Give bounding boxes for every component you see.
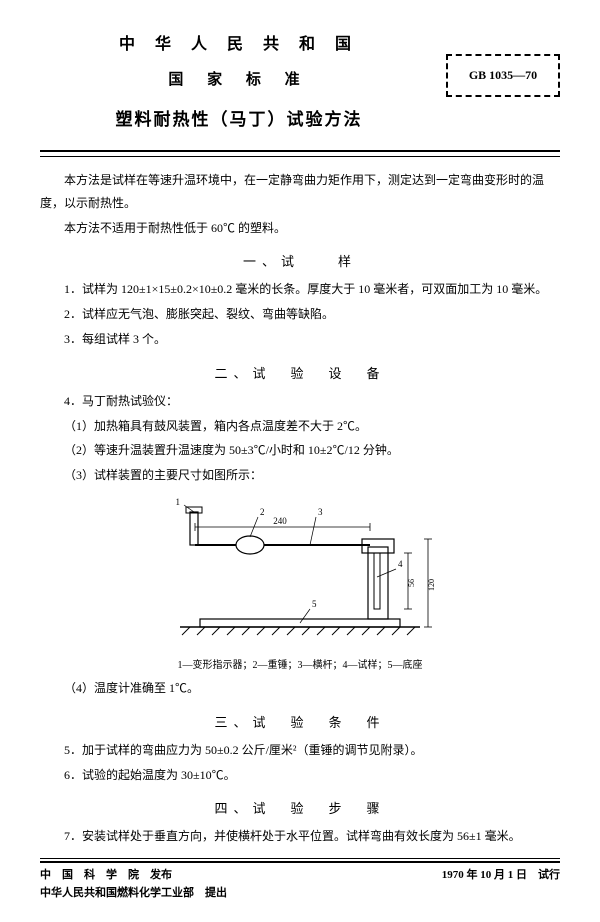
- standard-code: GB 1035—70: [469, 68, 537, 82]
- label-4: 4: [398, 559, 403, 569]
- section-3-head: 三、试 验 条 件: [40, 712, 560, 731]
- label-2: 2: [260, 507, 265, 517]
- main-title: 塑料耐热性（马丁）试验方法: [40, 105, 438, 130]
- apparatus-diagram: 240 56 120 1 2 3 4 5: [140, 497, 460, 647]
- item-3: 3．每组试样 3 个。: [40, 328, 560, 351]
- item-6: 6．试验的起始温度为 30±10℃。: [40, 764, 560, 787]
- item-2: 2．试样应无气泡、膨胀突起、裂纹、弯曲等缺陷。: [40, 303, 560, 326]
- item-5: 5．加于试样的弯曲应力为 50±0.2 公斤/厘米²（重锤的调节见附录）。: [40, 739, 560, 762]
- footer-right: 1970 年 10 月 1 日 试行: [442, 867, 560, 902]
- country-line: 中 华 人 民 共 和 国: [40, 30, 438, 54]
- section-2-head: 二、试 验 设 备: [40, 363, 560, 382]
- header-row: 中 华 人 民 共 和 国 国 家 标 准 塑料耐热性（马丁）试验方法 GB 1…: [40, 30, 560, 142]
- footer-rule-thick: [40, 861, 560, 863]
- footer-proposer: 中华人民共和国燃料化学工业部 提出: [40, 885, 227, 903]
- footer-row: 中 国 科 学 院 发布 中华人民共和国燃料化学工业部 提出 1970 年 10…: [40, 867, 560, 902]
- footer-date: 1970 年 10 月 1 日 试行: [442, 867, 560, 885]
- diagram-container: 240 56 120 1 2 3 4 5: [40, 497, 560, 652]
- item-4-3: （3）试样装置的主要尺寸如图所示：: [40, 464, 560, 487]
- dim-56: 56: [407, 579, 416, 587]
- label-3: 3: [318, 507, 323, 517]
- standard-label: 国 家 标 准: [40, 68, 438, 89]
- item-4-4: （4）温度计准确至 1℃。: [40, 677, 560, 700]
- label-1: 1: [176, 497, 181, 507]
- document-page: 中 华 人 民 共 和 国 国 家 标 准 塑料耐热性（马丁）试验方法 GB 1…: [0, 0, 600, 922]
- footer-issuer: 中 国 科 学 院 发布: [40, 867, 227, 885]
- section-4-head: 四、试 验 步 骤: [40, 798, 560, 817]
- item-7: 7．安装试样处于垂直方向，并使横杆处于水平位置。试样弯曲有效长度为 56±1 毫…: [40, 825, 560, 848]
- footer-rule-thin: [40, 858, 560, 859]
- intro-p1: 本方法是试样在等速升温环境中，在一定静弯曲力矩作用下，测定达到一定弯曲变形时的温…: [40, 169, 560, 215]
- dim-120: 120: [427, 579, 436, 591]
- item-4-1: （1）加热箱具有鼓风装置，箱内各点温度差不大于 2℃。: [40, 415, 560, 438]
- intro-p2: 本方法不适用于耐热性低于 60℃ 的塑料。: [40, 217, 560, 240]
- rule-thin: [40, 156, 560, 157]
- section-1-head: 一、试 样: [40, 251, 560, 270]
- footer-left: 中 国 科 学 院 发布 中华人民共和国燃料化学工业部 提出: [40, 867, 227, 902]
- item-1: 1．试样为 120±1×15±0.2×10±0.2 毫米的长条。厚度大于 10 …: [40, 278, 560, 301]
- rule-thick: [40, 150, 560, 152]
- item-4-2: （2）等速升温装置升温速度为 50±3℃/小时和 10±2℃/12 分钟。: [40, 439, 560, 462]
- header-titles: 中 华 人 民 共 和 国 国 家 标 准 塑料耐热性（马丁）试验方法: [40, 30, 438, 142]
- standard-code-box: GB 1035—70: [446, 54, 560, 97]
- item-4: 4．马丁耐热试验仪：: [40, 390, 560, 413]
- dim-240: 240: [273, 516, 287, 526]
- label-5: 5: [312, 599, 317, 609]
- diagram-caption: 1—变形指示器；2—重锤；3—横杆；4—试样；5—底座: [40, 656, 560, 671]
